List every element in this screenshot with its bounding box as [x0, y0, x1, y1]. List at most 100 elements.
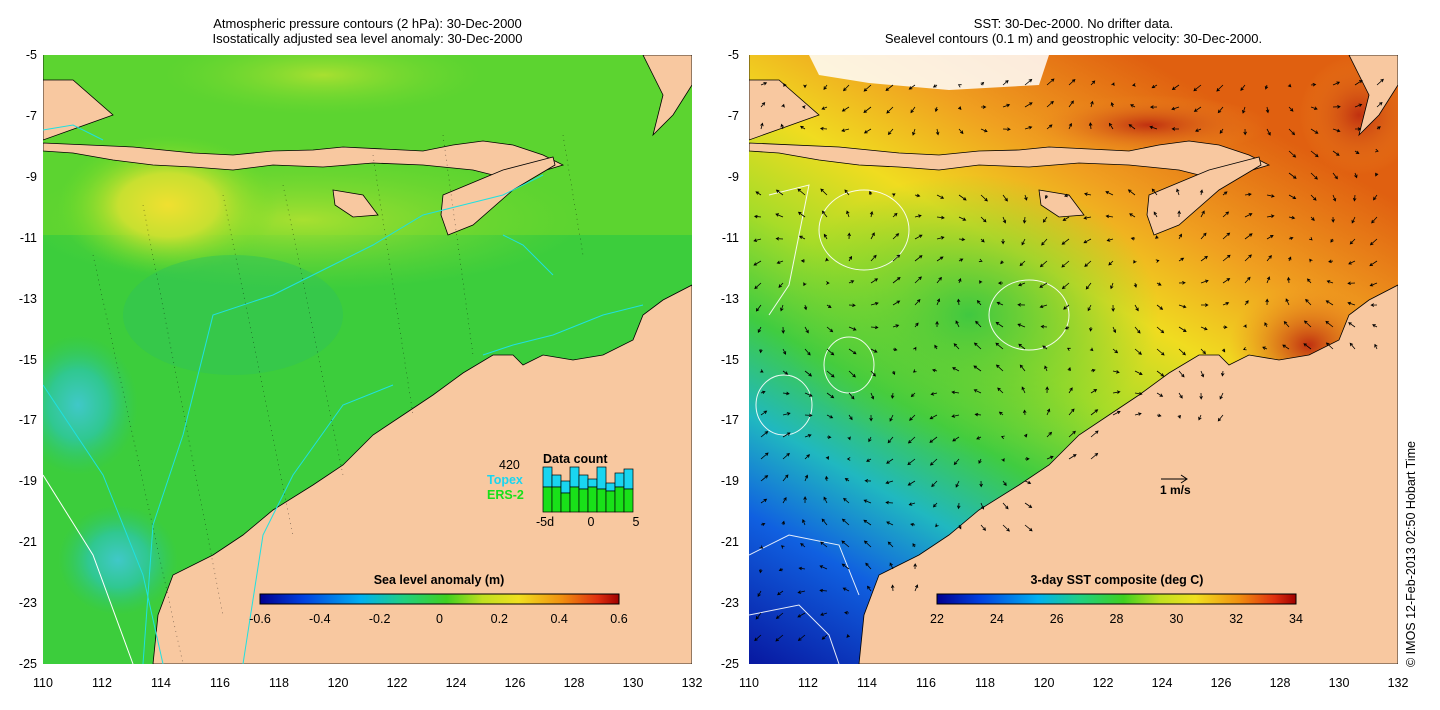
velocity-arrow — [953, 343, 960, 350]
velocity-arrow — [1348, 260, 1356, 265]
velocity-arrow — [1201, 303, 1209, 307]
velocity-arrow — [1017, 303, 1026, 307]
velocity-arrow — [914, 214, 922, 218]
velocity-arrow — [1374, 148, 1379, 153]
ers-count-bar — [596, 488, 607, 513]
velocity-arrow — [1149, 105, 1158, 109]
x-tick-label: 114 — [151, 676, 171, 690]
velocity-arrow — [823, 496, 828, 504]
velocity-arrow — [1376, 78, 1384, 86]
velocity-arrow — [760, 522, 766, 527]
velocity-arrow — [1002, 524, 1010, 532]
velocity-arrow — [1084, 260, 1092, 267]
velocity-arrow — [1068, 100, 1074, 108]
velocity-arrow — [868, 190, 873, 196]
sst-cool-eddy — [779, 175, 1159, 455]
velocity-arrow — [1021, 238, 1026, 246]
velocity-arrow — [797, 211, 806, 218]
velocity-arrow — [952, 367, 960, 372]
white-contour — [43, 474, 134, 664]
velocity-arrow — [1217, 414, 1224, 422]
velocity-arrow — [1046, 124, 1053, 130]
velocity-arrow — [846, 634, 850, 638]
velocity-arrow — [753, 260, 762, 266]
right-title-line2: Sealevel contours (0.1 m) and geostrophi… — [884, 31, 1263, 46]
colorbar-tick-label: 34 — [1289, 612, 1303, 626]
velocity-arrow — [825, 257, 829, 262]
velocity-arrow — [1128, 124, 1136, 130]
velocity-arrow — [1046, 431, 1053, 438]
velocity-arrow — [1131, 83, 1136, 87]
ers-count-bar — [560, 492, 571, 513]
velocity-arrow — [826, 392, 835, 399]
velocity-arrow — [1347, 281, 1356, 286]
velocity-arrow — [804, 370, 813, 377]
velocity-arrow — [775, 236, 784, 241]
velocity-arrow — [1023, 433, 1028, 438]
velocity-arrow — [1244, 233, 1253, 240]
velocity-arrow — [958, 237, 966, 242]
velocity-arrow — [1155, 259, 1160, 263]
y-tick-label: -5 — [727, 48, 739, 62]
sea-level-anomaly-map — [43, 55, 692, 664]
velocity-arrow — [870, 278, 879, 284]
velocity-arrow — [886, 106, 894, 114]
velocity-arrow — [863, 106, 872, 114]
velocity-arrow — [870, 254, 877, 262]
velocity-arrow — [802, 519, 806, 526]
velocity-arrow — [1108, 260, 1114, 266]
velocity-arrow — [1061, 238, 1070, 245]
velocity-arrow — [1064, 326, 1070, 330]
velocity-arrow — [1156, 370, 1165, 377]
velocity-arrow — [1046, 100, 1054, 108]
velocity-arrow — [870, 348, 878, 353]
velocity-arrow — [995, 364, 1004, 372]
velocity-arrow — [935, 128, 940, 136]
velocity-arrow — [1200, 348, 1206, 355]
velocity-arrow — [973, 389, 982, 394]
velocity-arrow — [1112, 326, 1117, 334]
velocity-arrow — [1063, 304, 1070, 310]
velocity-arrow — [932, 84, 938, 88]
velocity-arrow — [929, 414, 938, 420]
velocity-arrow — [819, 565, 828, 570]
ers-count-bar — [578, 488, 589, 513]
velocity-arrow — [1112, 390, 1121, 394]
velocity-arrow — [1083, 192, 1092, 197]
velocity-arrow — [1262, 346, 1268, 350]
velocity-arrow — [1328, 259, 1334, 264]
velocity-arrow — [995, 321, 1004, 328]
velocity-arrow — [912, 369, 917, 373]
velocity-arrow — [1371, 216, 1378, 224]
velocity-arrow — [1112, 370, 1120, 374]
velocity-arrow — [908, 502, 916, 506]
velocity-arrow — [907, 436, 916, 444]
velocity-arrow — [913, 346, 917, 351]
anomaly-high-spot — [58, 135, 278, 275]
velocity-arrow — [885, 84, 894, 92]
x-tick-label: 112 — [92, 676, 112, 690]
velocity-arrow — [1134, 370, 1143, 375]
velocity-arrow — [754, 282, 762, 290]
velocity-arrow — [1024, 524, 1033, 532]
velocity-arrow — [799, 125, 806, 130]
velocity-arrow — [976, 299, 982, 306]
velocity-arrow — [1264, 84, 1269, 90]
velocity-arrow — [1178, 281, 1186, 285]
velocity-arrow — [760, 430, 769, 438]
velocity-arrow — [1067, 367, 1071, 372]
velocity-arrow — [890, 584, 895, 592]
velocity-arrow — [841, 540, 850, 548]
velocity-arrow — [848, 370, 856, 378]
velocity-arrow — [825, 456, 830, 460]
velocity-arrow — [760, 122, 764, 130]
ers-count-bar — [623, 488, 634, 513]
velocity-arrow — [757, 590, 762, 598]
velocity-arrow — [821, 106, 828, 110]
sst-colorbar — [936, 593, 1297, 605]
velocity-arrow — [1332, 172, 1338, 180]
velocity-arrow — [1325, 342, 1334, 350]
velocity-arrow — [956, 502, 961, 510]
velocity-arrow — [1200, 232, 1207, 240]
velocity-arrow — [1046, 408, 1051, 416]
